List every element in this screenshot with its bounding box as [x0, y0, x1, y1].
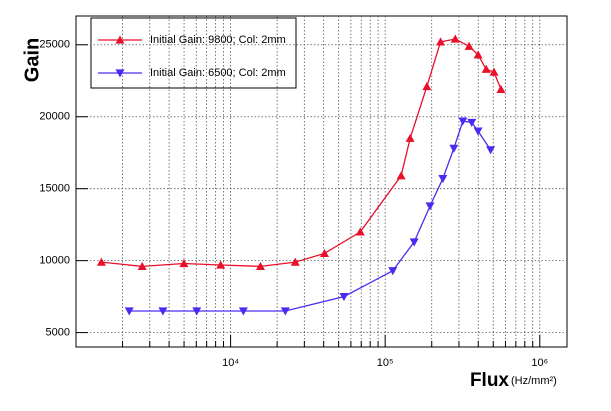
- data-point: [192, 307, 202, 316]
- data-point: [450, 34, 460, 43]
- legend: [90, 17, 297, 89]
- y-tick-label: 5000: [46, 327, 70, 339]
- y-tick-label: 10000: [39, 255, 70, 267]
- data-point: [355, 227, 365, 236]
- data-point: [467, 118, 477, 127]
- data-point: [238, 307, 248, 316]
- data-point: [409, 238, 419, 247]
- data-point: [158, 307, 168, 316]
- data-point: [473, 50, 483, 59]
- data-point: [425, 202, 435, 211]
- data-point: [473, 127, 483, 136]
- data-point: [280, 307, 290, 316]
- data-point: [320, 248, 330, 258]
- y-axis-label: Gain: [21, 38, 43, 82]
- x-axis-label: Flux: [470, 370, 509, 391]
- x-tick-label: 10⁶: [531, 357, 548, 369]
- data-point: [422, 82, 432, 91]
- data-point: [339, 293, 349, 302]
- data-point: [486, 146, 496, 155]
- y-tick-label: 15000: [39, 183, 70, 195]
- legend-label: Initial Gain: 9800; Col: 2mm: [150, 34, 286, 46]
- legend-label: Initial Gain: 6500; Col: 2mm: [150, 67, 286, 79]
- data-point: [458, 117, 468, 126]
- data-point: [481, 64, 491, 73]
- data-point: [388, 267, 398, 276]
- legend-marker: [115, 69, 125, 78]
- x-tick-label: 10⁵: [377, 357, 394, 369]
- y-tick-label: 20000: [39, 111, 70, 123]
- series-line: [129, 120, 492, 312]
- data-point: [179, 259, 189, 268]
- legend-marker: [115, 35, 125, 44]
- data-point: [438, 175, 448, 184]
- data-point: [396, 171, 406, 180]
- data-point: [464, 41, 474, 50]
- data-point: [405, 133, 415, 142]
- x-tick-label: 10⁴: [222, 357, 239, 369]
- data-point: [255, 261, 265, 271]
- plot-frame: [75, 15, 568, 348]
- data-point: [496, 84, 506, 93]
- data-point: [290, 257, 300, 266]
- data-point: [216, 260, 226, 269]
- data-point: [489, 67, 499, 76]
- data-point: [137, 261, 147, 271]
- data-point: [436, 37, 446, 46]
- x-axis-unit: (Hz/mm²): [511, 375, 557, 387]
- data-point: [96, 257, 106, 266]
- y-tick-label: 25000: [39, 39, 70, 51]
- data-point: [449, 144, 459, 153]
- data-point: [124, 307, 134, 316]
